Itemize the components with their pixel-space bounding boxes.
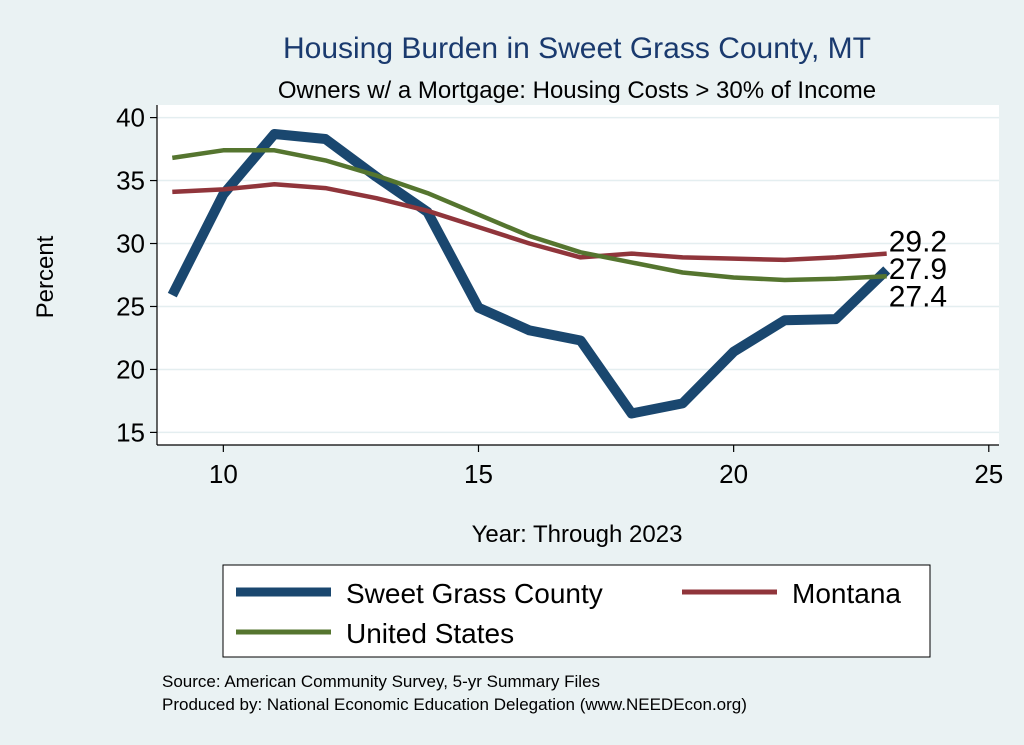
x-axis-ticks: 10 15 20 25 xyxy=(209,445,1003,489)
end-label-united-states: 27.4 xyxy=(889,280,947,313)
series-line-montana xyxy=(172,182,887,263)
chart-title: Housing Burden in Sweet Grass County, MT xyxy=(283,32,871,65)
end-labels: 27.929.2 27.4 xyxy=(889,226,947,314)
x-tick-label: 10 xyxy=(209,459,238,489)
y-tick-label: 30 xyxy=(116,229,145,259)
x-tick-label: 15 xyxy=(464,459,493,489)
x-tick-label: 25 xyxy=(974,459,1003,489)
legend-label-sweet-grass-county: Sweet Grass County xyxy=(346,578,603,609)
series-lines xyxy=(167,129,891,419)
legend-label-united-states: United States xyxy=(346,618,514,649)
y-tick-label: 25 xyxy=(116,291,145,321)
source-note: Source: American Community Survey, 5-yr … xyxy=(162,672,600,691)
chart-subtitle: Owners w/ a Mortgage: Housing Costs > 30… xyxy=(278,77,876,104)
legend-box xyxy=(222,564,931,658)
y-tick-label: 20 xyxy=(116,354,145,384)
plot-area xyxy=(157,105,999,445)
y-tick-label: 15 xyxy=(116,417,145,447)
y-tick-label: 35 xyxy=(116,166,145,196)
x-axis-label: Year: Through 2023 xyxy=(472,521,683,548)
legend: Sweet Grass County Montana United States xyxy=(222,564,931,658)
legend-label-montana: Montana xyxy=(792,578,901,609)
series-line-sweet-grass-county xyxy=(167,129,891,419)
series-line-united-states xyxy=(171,148,887,283)
end-label-montana: 29.2 xyxy=(889,226,947,259)
end-label-sweet-grass-county: 27.9 xyxy=(889,253,947,286)
y-axis-ticks: 15 20 25 30 35 40 xyxy=(116,103,157,447)
y-tick-label: 40 xyxy=(116,103,145,133)
y-axis-label: Percent xyxy=(32,235,59,318)
grid-lines xyxy=(157,116,999,434)
produced-by-note: Produced by: National Economic Education… xyxy=(162,695,747,714)
x-tick-label: 20 xyxy=(719,459,748,489)
